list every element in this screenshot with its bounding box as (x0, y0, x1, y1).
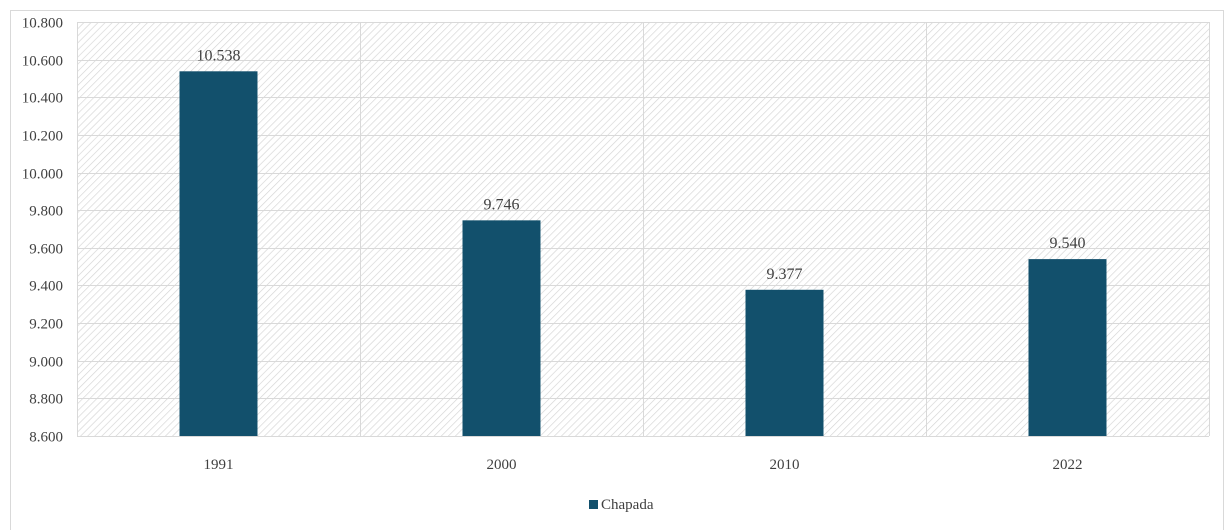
y-tick-label: 9.400 (29, 279, 63, 295)
bar (1028, 259, 1107, 436)
y-tick-label: 10.000 (22, 167, 63, 183)
bar (462, 220, 541, 436)
bar (179, 71, 258, 436)
legend: Chapada (589, 497, 654, 513)
x-tick-label: 2010 (770, 457, 800, 473)
y-axis: 8.600 8.800 9.000 9.200 9.400 9.600 9.800 10.00… (22, 16, 63, 446)
y-tick-label: 10.800 (22, 16, 63, 32)
legend-label: Chapada (601, 497, 654, 513)
y-tick-label: 10.400 (22, 91, 63, 107)
x-tick-label: 2000 (487, 457, 517, 473)
x-axis: 1991 2000 2010 2022 (204, 457, 1083, 473)
bars (179, 71, 1107, 436)
bar (745, 289, 824, 436)
data-label: 9.377 (767, 266, 803, 283)
data-label: 9.540 (1050, 235, 1086, 252)
data-label: 10.538 (197, 47, 241, 64)
legend-swatch (589, 500, 598, 509)
y-tick-label: 9.600 (29, 242, 63, 258)
data-labels: 10.538 9.746 9.377 9.540 (197, 47, 1086, 282)
y-tick-label: 9.200 (29, 317, 63, 333)
y-tick-label: 10.600 (22, 54, 63, 70)
y-tick-label: 8.600 (29, 430, 63, 446)
x-tick-label: 1991 (204, 457, 234, 473)
y-tick-label: 8.800 (29, 392, 63, 408)
gridlines (77, 22, 1210, 437)
y-tick-label: 9.000 (29, 355, 63, 371)
y-tick-label: 9.800 (29, 204, 63, 220)
y-tick-label: 10.200 (22, 129, 63, 145)
data-label: 9.746 (484, 196, 520, 213)
x-tick-label: 2022 (1053, 457, 1083, 473)
